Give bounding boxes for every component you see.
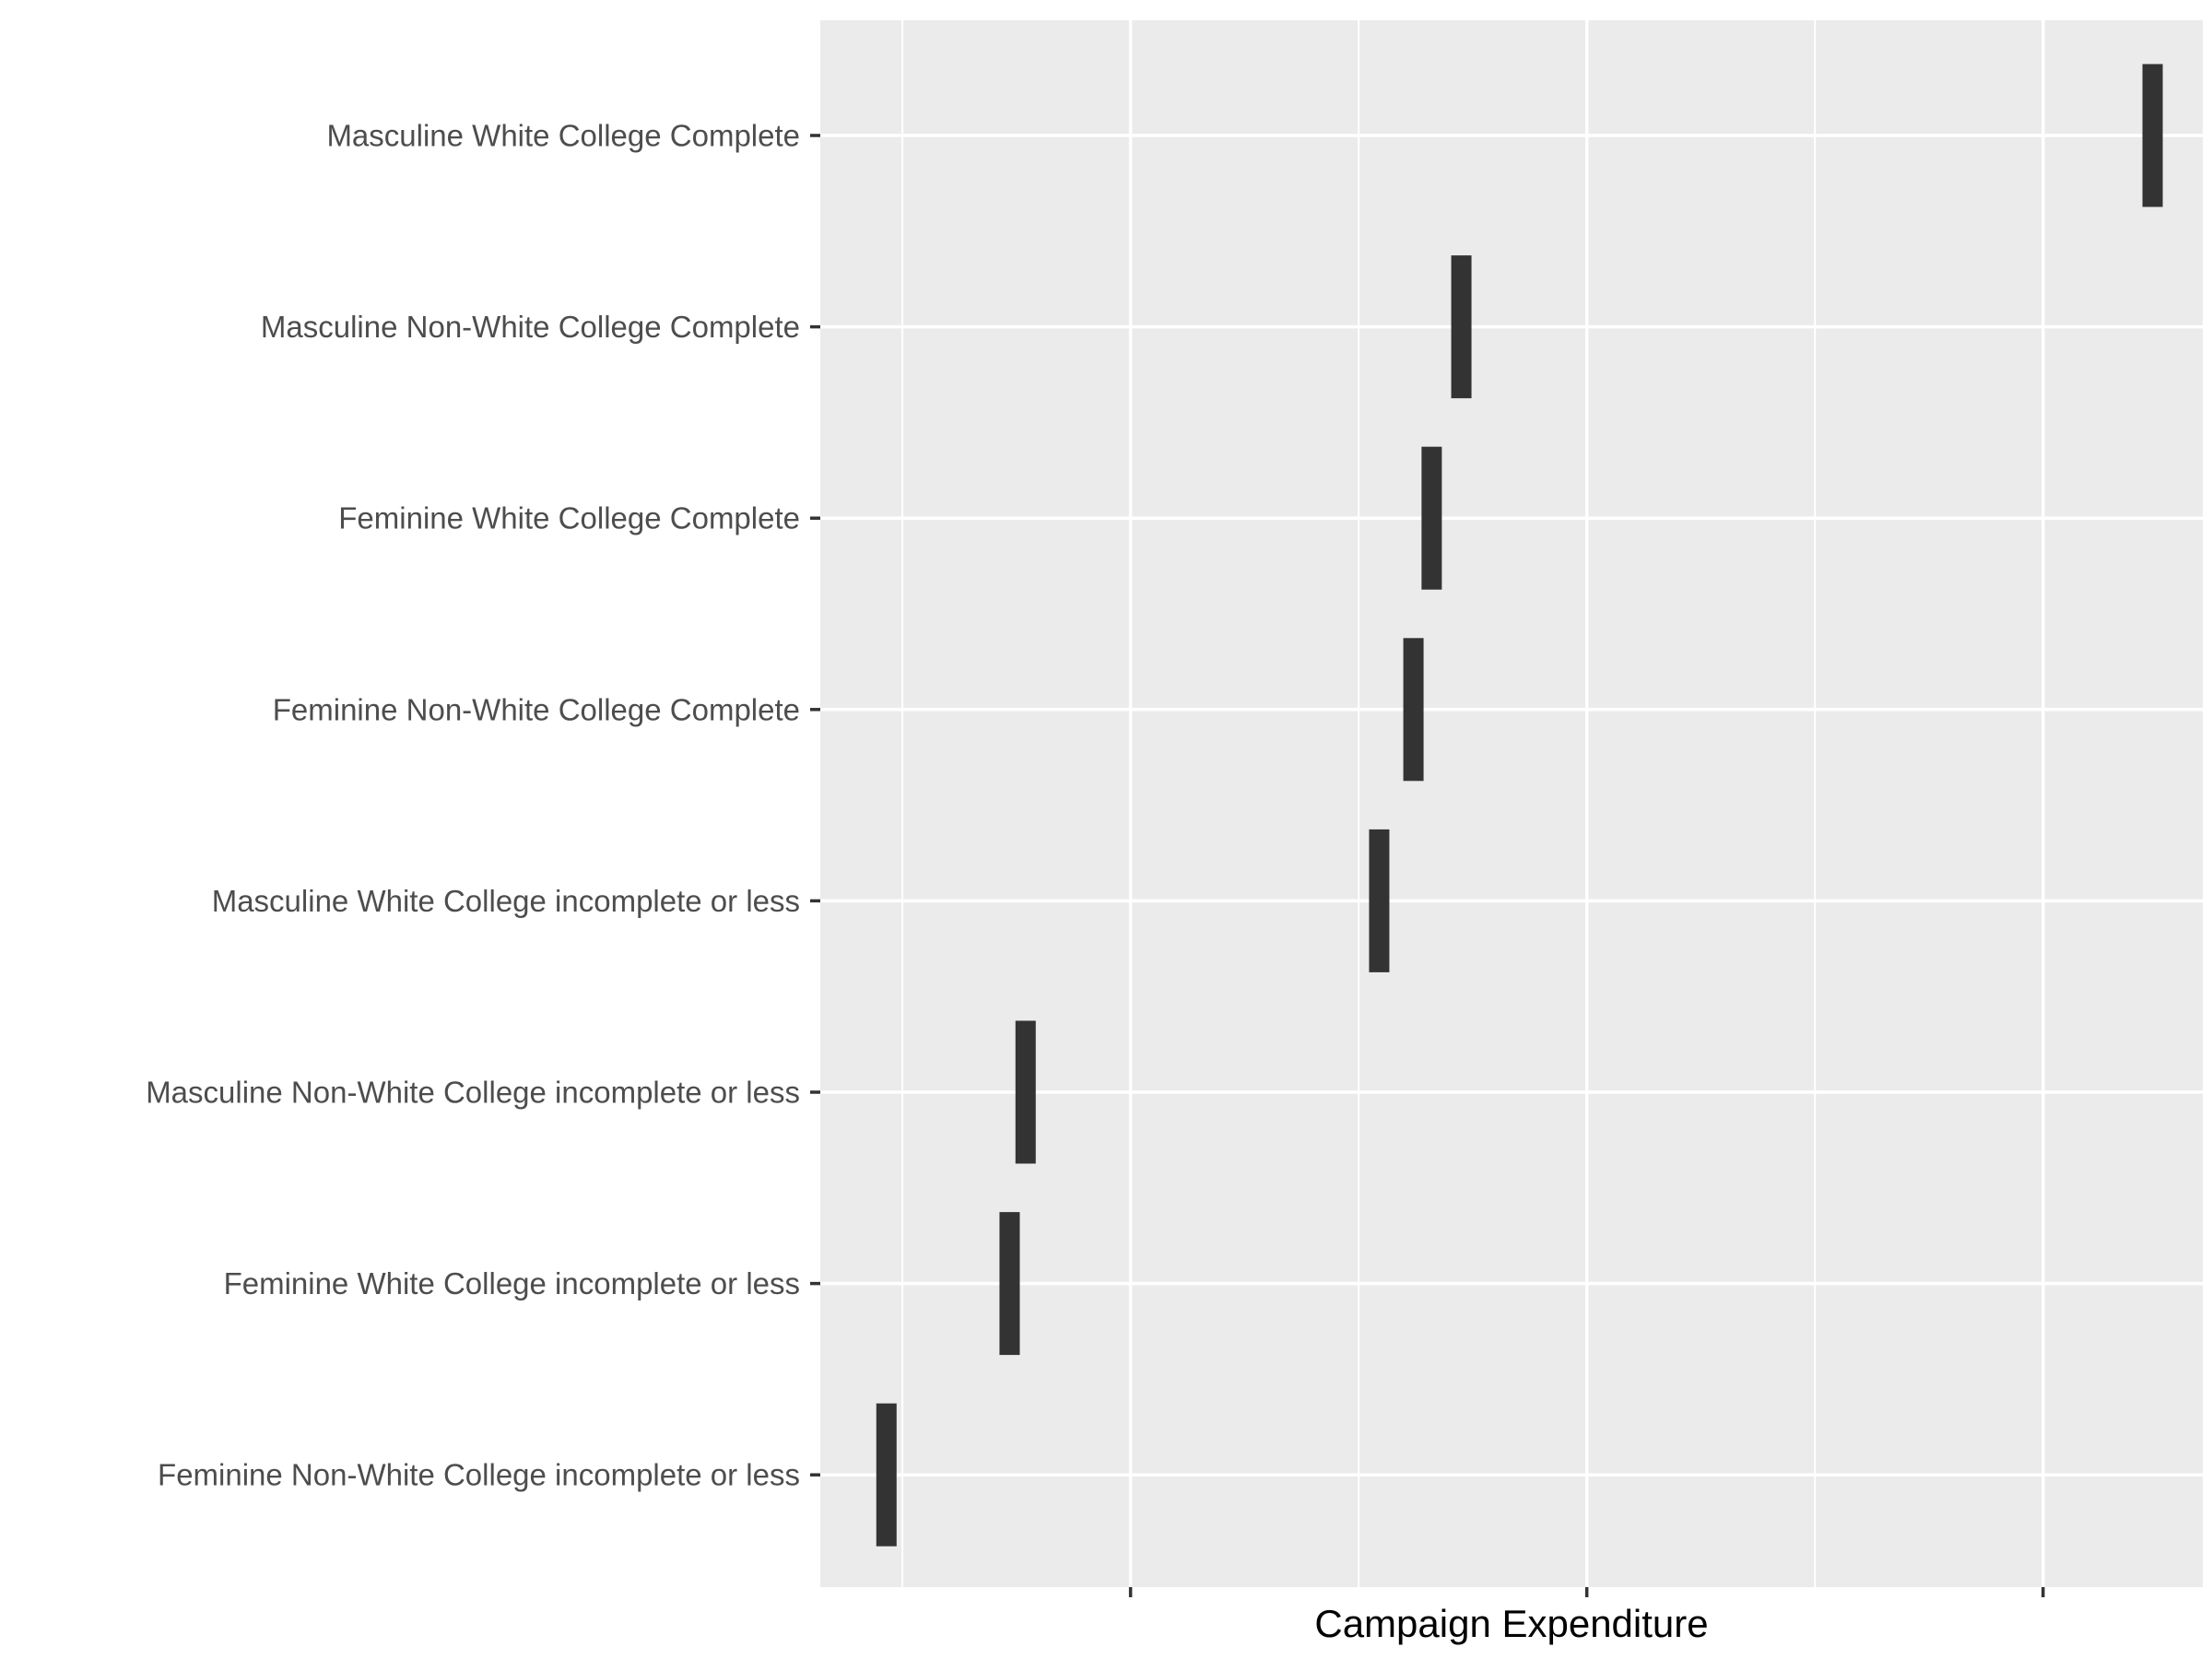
y-tick-label: Masculine White College Complete <box>326 119 800 153</box>
data-mark <box>1403 638 1424 782</box>
y-tick-label: Masculine White College incomplete or le… <box>212 884 800 918</box>
gridlines <box>820 20 2203 1587</box>
data-mark <box>1421 446 1442 590</box>
y-tick-label: Feminine White College Complete <box>338 501 800 535</box>
y-tick-label: Feminine Non-White College Complete <box>273 692 800 726</box>
data-mark <box>1015 1020 1036 1164</box>
y-tick-label: Masculine Non-White College Complete <box>261 310 800 344</box>
data-mark <box>876 1403 897 1547</box>
data-mark <box>2142 64 2163 207</box>
data-mark <box>1451 255 1472 399</box>
y-tick-label: Feminine White College incomplete or les… <box>224 1266 800 1300</box>
y-axis-ticks: Masculine White College Complete Masculin… <box>146 119 820 1492</box>
plot-panel <box>820 20 2203 1587</box>
data-mark <box>1369 829 1390 972</box>
data-marks <box>876 64 2163 1547</box>
y-tick-label: Feminine Non-White College incomplete or… <box>158 1458 800 1492</box>
data-mark <box>999 1212 1020 1356</box>
x-axis-ticks <box>1128 1587 2045 1597</box>
y-tick-label: Masculine Non-White College incomplete o… <box>146 1076 800 1110</box>
x-axis-title: Campaign Expenditure <box>1314 1602 1708 1645</box>
